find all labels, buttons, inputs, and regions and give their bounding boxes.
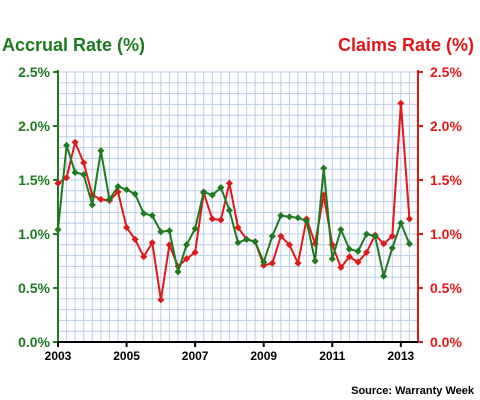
accrual-rate-point — [88, 201, 96, 209]
right-y-tick-label: 2.5% — [430, 64, 462, 80]
claims-rate-point — [345, 253, 353, 261]
claims-rate-point — [191, 248, 199, 256]
claims-rate-point — [54, 179, 62, 187]
claims-rate-point — [337, 263, 345, 271]
accrual-rate-point — [200, 188, 208, 196]
x-tick-label: 2011 — [319, 349, 345, 363]
claims-rate-point — [217, 216, 225, 224]
accrual-rate-point — [191, 225, 199, 233]
accrual-rate-point — [114, 182, 122, 191]
left-axis-title: Accrual Rate (%) — [2, 35, 145, 55]
claims-rate-point — [294, 259, 302, 267]
claims-rate-point — [225, 179, 233, 187]
claims-rate-point — [80, 159, 88, 167]
left-y-tick-label: 2.5% — [18, 64, 50, 80]
series-lines — [54, 99, 413, 304]
claims-rate-point — [131, 235, 139, 243]
accrual-rate-point — [363, 230, 371, 238]
accrual-rate-point — [97, 147, 105, 155]
accrual-rate-point — [174, 268, 182, 276]
claims-rate-point — [71, 138, 79, 146]
left-y-tick-label: 0.5% — [18, 280, 50, 296]
claims-rate-point — [277, 232, 285, 240]
accrual-rate-point — [243, 235, 251, 243]
claims-rate-point — [285, 241, 293, 249]
accrual-rate-point — [294, 214, 302, 222]
accrual-rate-point — [380, 272, 388, 280]
right-y-tick-label: 1.5% — [430, 172, 462, 188]
accrual-rate-point — [105, 195, 113, 203]
axes — [53, 70, 423, 347]
accrual-rate-point — [337, 226, 345, 234]
claims-rate-point — [234, 223, 242, 232]
x-tick-label: 2013 — [388, 349, 415, 363]
claims-rate-point — [388, 232, 396, 240]
claims-rate-point — [183, 255, 191, 263]
claims-rate-point — [268, 259, 276, 267]
claims-rate-point — [148, 239, 156, 247]
accrual-rate-point — [320, 164, 328, 172]
accrual-rate-point — [63, 141, 71, 149]
left-y-tick-label: 1.5% — [18, 172, 50, 188]
accrual-rate-point — [225, 206, 233, 214]
claims-rate-point — [405, 215, 413, 223]
accrual-rate-point — [354, 247, 362, 255]
right-y-tick-label: 0.0% — [430, 334, 462, 350]
claims-rate-point — [208, 215, 216, 223]
accrual-rate-point — [345, 245, 353, 253]
accrual-rate-point — [148, 212, 156, 220]
x-tick-label: 2005 — [113, 349, 140, 363]
source-note: Source: Warranty Week — [351, 385, 475, 397]
accrual-rate-point — [208, 191, 216, 199]
accrual-rate-point — [165, 227, 173, 235]
accrual-rate-point — [123, 186, 131, 194]
accrual-rate-point — [217, 184, 225, 192]
accrual-rate-point — [54, 226, 62, 234]
accrual-rate-point — [183, 241, 191, 249]
x-tick-label: 2003 — [45, 349, 72, 363]
accrual-rate-point — [234, 239, 242, 247]
accrual-rate-point — [268, 232, 276, 240]
accrual-rate-point — [80, 171, 88, 179]
accrual-rate-point — [251, 238, 259, 246]
accrual-rate-point — [71, 168, 79, 176]
claims-rate-point — [97, 195, 105, 203]
left-y-tick-label: 1.0% — [18, 226, 50, 242]
x-tick-label: 2007 — [182, 349, 209, 363]
claims-rate-point — [397, 99, 405, 107]
right-y-tick-label: 1.0% — [430, 226, 462, 242]
tick-labels: 0.0% 0.0% 0.5% 0.5% 1.0% 1.0% 1.5% 1.5% 2.0% 2.0%… — [18, 64, 462, 363]
claims-rate-point — [123, 223, 131, 232]
x-tick-label: 2009 — [250, 349, 277, 363]
accrual-rate-point — [157, 228, 165, 236]
claims-rate-point — [140, 253, 148, 261]
right-axis-title: Claims Rate (%) — [338, 35, 474, 55]
claims-rate-point — [157, 296, 165, 304]
right-y-tick-label: 2.0% — [430, 118, 462, 134]
claims-rate-point — [363, 248, 371, 256]
left-y-tick-label: 2.0% — [18, 118, 50, 134]
right-y-tick-label: 0.5% — [430, 280, 462, 296]
accrual-rate-point — [131, 190, 139, 198]
accrual-rate-point — [397, 219, 405, 227]
gridlines — [57, 71, 419, 343]
left-y-tick-label: 0.0% — [18, 334, 50, 350]
accrual-rate-point — [328, 255, 336, 263]
accrual-rate-point — [260, 258, 268, 266]
accrual-rate-point — [311, 257, 319, 265]
claims-rate-point — [354, 258, 362, 266]
